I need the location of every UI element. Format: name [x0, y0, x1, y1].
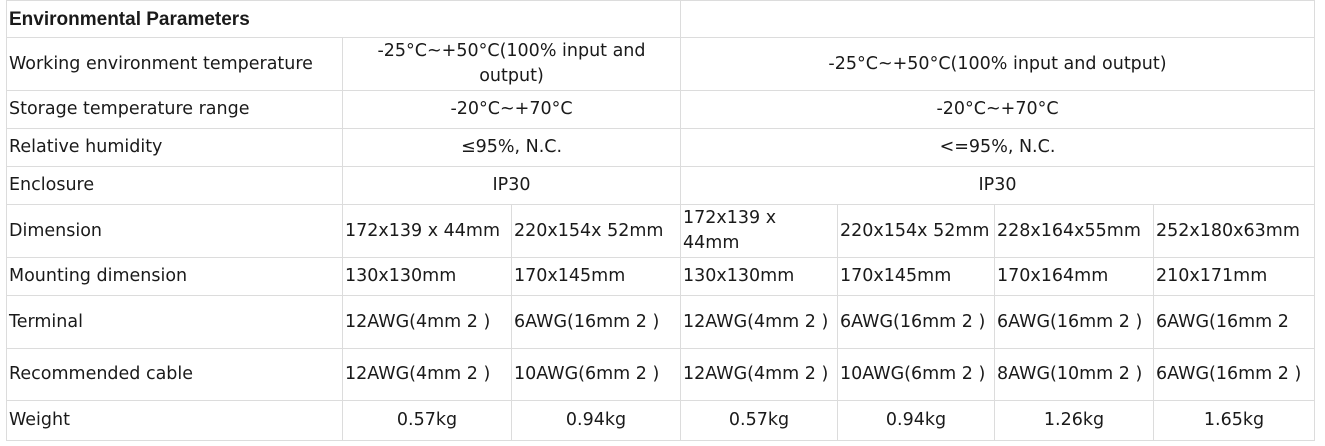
row-label: Terminal — [6, 295, 343, 349]
cell: 12AWG(4mm 2 ) — [680, 295, 838, 349]
cell: 10AWG(6mm 2 ) — [511, 348, 681, 401]
cell: 170x145mm — [511, 257, 681, 296]
cell: 10AWG(6mm 2 ) — [837, 348, 995, 401]
table-row: Recommended cable 12AWG(4mm 2 ) 10AWG(6m… — [6, 348, 1315, 401]
cell: 8AWG(10mm 2 ) — [994, 348, 1154, 401]
cell: 0.57kg — [342, 400, 512, 441]
cell: -20°C~+70°C — [680, 90, 1315, 129]
cell: IP30 — [680, 166, 1315, 205]
cell: <=95%, N.C. — [680, 128, 1315, 167]
cell: 6AWG(16mm 2 ) — [1153, 348, 1315, 401]
cell: 0.57kg — [680, 400, 838, 441]
table-row: Enclosure IP30 IP30 — [6, 166, 1315, 205]
cell: 130x130mm — [680, 257, 838, 296]
cell: 228x164x55mm — [994, 204, 1154, 258]
cell: 0.94kg — [837, 400, 995, 441]
table-row: Weight 0.57kg 0.94kg 0.57kg 0.94kg 1.26k… — [6, 400, 1315, 441]
cell: 1.65kg — [1153, 400, 1315, 441]
cell: ≤95%, N.C. — [342, 128, 681, 167]
row-label: Mounting dimension — [6, 257, 343, 296]
cell: 12AWG(4mm 2 ) — [342, 348, 512, 401]
cell: 220x154x 52mm — [837, 204, 995, 258]
empty-cell — [680, 0, 1315, 38]
table-row: Storage temperature range -20°C~+70°C -2… — [6, 90, 1315, 129]
cell: 170x145mm — [837, 257, 995, 296]
row-label: Recommended cable — [6, 348, 343, 401]
cell: 6AWG(16mm 2 — [1153, 295, 1315, 349]
cell: 12AWG(4mm 2 ) — [680, 348, 838, 401]
cell: 6AWG(16mm 2 ) — [511, 295, 681, 349]
cell: -20°C~+70°C — [342, 90, 681, 129]
cell: 0.94kg — [511, 400, 681, 441]
cell: 172x139 x 44mm — [680, 204, 838, 258]
row-label: Working environment temperature — [6, 37, 343, 91]
cell: -25°C~+50°C(100% input and output) — [342, 37, 681, 91]
row-label: Relative humidity — [6, 128, 343, 167]
table-row: Working environment temperature -25°C~+5… — [6, 37, 1315, 91]
row-label: Weight — [6, 400, 343, 441]
table-row: Dimension 172x139 x 44mm 220x154x 52mm 1… — [6, 204, 1315, 258]
cell: 130x130mm — [342, 257, 512, 296]
cell: 12AWG(4mm 2 ) — [342, 295, 512, 349]
cell: 252x180x63mm — [1153, 204, 1315, 258]
table-row: Terminal 12AWG(4mm 2 ) 6AWG(16mm 2 ) 12A… — [6, 295, 1315, 349]
cell: 6AWG(16mm 2 ) — [994, 295, 1154, 349]
section-title: Environmental Parameters — [6, 0, 681, 38]
cell: 1.26kg — [994, 400, 1154, 441]
cell: 170x164mm — [994, 257, 1154, 296]
table-header-row: Environmental Parameters — [6, 0, 1315, 38]
row-label: Dimension — [6, 204, 343, 258]
table-row: Mounting dimension 130x130mm 170x145mm 1… — [6, 257, 1315, 296]
table-row: Relative humidity ≤95%, N.C. <=95%, N.C. — [6, 128, 1315, 167]
row-label: Storage temperature range — [6, 90, 343, 129]
cell: 220x154x 52mm — [511, 204, 681, 258]
cell: -25°C~+50°C(100% input and output) — [680, 37, 1315, 91]
environmental-parameters-table: Environmental Parameters Working environ… — [6, 0, 1315, 441]
cell: 210x171mm — [1153, 257, 1315, 296]
cell: IP30 — [342, 166, 681, 205]
cell: 6AWG(16mm 2 ) — [837, 295, 995, 349]
row-label: Enclosure — [6, 166, 343, 205]
cell: 172x139 x 44mm — [342, 204, 512, 258]
